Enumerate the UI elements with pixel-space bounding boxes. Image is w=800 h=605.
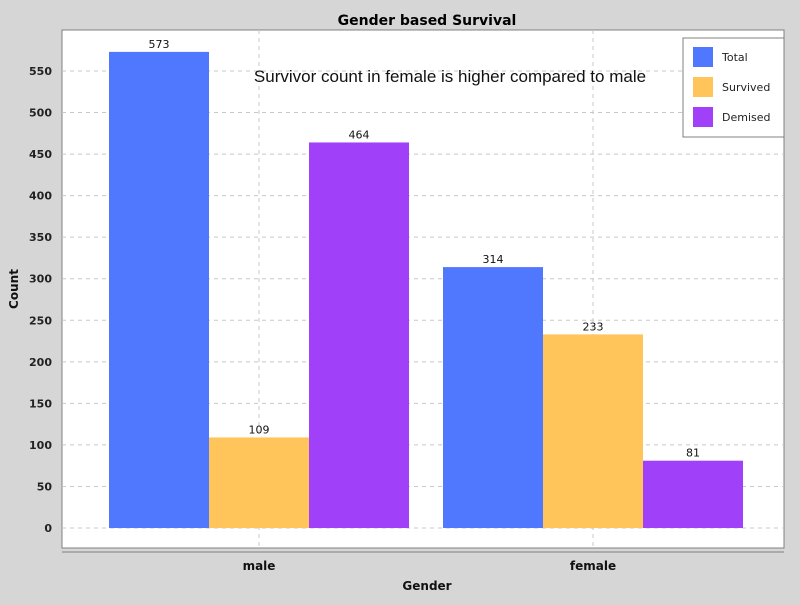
bar-value-label: 573 <box>149 38 170 51</box>
x-categories: male female <box>243 559 617 573</box>
chart-title: Gender based Survival <box>338 13 517 29</box>
bar-survived-male <box>209 437 309 528</box>
value-labels: 573 109 464 314 233 81 <box>149 38 701 460</box>
x-category-label: female <box>570 559 616 573</box>
y-tick-label: 400 <box>29 190 52 203</box>
bar-value-label: 81 <box>686 447 700 460</box>
bar-value-label: 464 <box>349 128 370 141</box>
bar-value-label: 314 <box>483 253 504 266</box>
y-tick-label: 100 <box>29 439 52 452</box>
bar-total-male <box>109 51 209 528</box>
bars <box>109 51 743 528</box>
legend-label: Survived <box>722 81 770 94</box>
x-category-label: male <box>243 559 276 573</box>
y-ticks: 0 50 100 150 200 250 300 350 400 450 500 550 <box>29 65 52 535</box>
y-tick-label: 50 <box>37 480 53 493</box>
bar-survived-female <box>543 334 643 528</box>
y-tick-label: 500 <box>29 107 52 120</box>
y-tick-label: 250 <box>29 314 52 327</box>
legend: Total Survived Demised <box>682 37 785 138</box>
y-tick-label: 200 <box>29 356 52 369</box>
y-tick-label: 350 <box>29 231 52 244</box>
y-tick-label: 0 <box>44 522 52 535</box>
legend-swatch-survived <box>693 77 713 97</box>
y-tick-label: 550 <box>29 65 52 78</box>
y-tick-label: 300 <box>29 273 52 286</box>
legend-label: Demised <box>722 111 771 124</box>
bar-demised-male <box>309 142 409 528</box>
x-axis-label: Gender <box>402 579 451 593</box>
y-tick-label: 450 <box>29 148 52 161</box>
bar-value-label: 233 <box>583 320 604 333</box>
bar-demised-female <box>643 460 743 528</box>
chart-annotation: Survivor count in female is higher compa… <box>254 67 646 86</box>
bar-value-label: 109 <box>249 423 270 436</box>
y-axis-label: Count <box>7 269 21 309</box>
legend-swatch-total <box>693 47 713 67</box>
legend-label: Total <box>721 51 748 64</box>
legend-swatch-demised <box>693 107 713 127</box>
bar-total-female <box>443 267 543 528</box>
y-tick-label: 150 <box>29 397 52 410</box>
